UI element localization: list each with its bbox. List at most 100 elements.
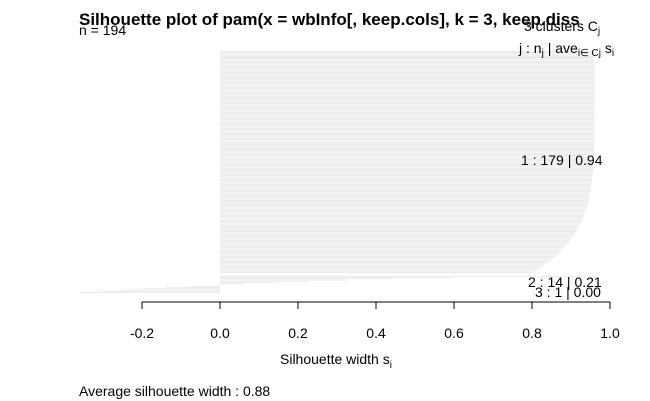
silhouette-bar-cluster-1 [220, 73, 595, 75]
silhouette-bar-cluster-1 [220, 181, 592, 183]
silhouette-bar-cluster-2 [220, 279, 348, 281]
silhouette-bar-cluster-1 [220, 99, 595, 101]
silhouette-bar-cluster-1 [220, 170, 593, 172]
silhouette-bar-cluster-1 [220, 246, 566, 247]
silhouette-bar-cluster-1 [220, 222, 581, 224]
silhouette-bar-cluster-1 [220, 126, 595, 128]
silhouette-bar-cluster-1 [220, 243, 568, 245]
silhouette-bar-cluster-1 [220, 101, 595, 103]
silhouette-bar-cluster-1 [220, 167, 594, 169]
silhouette-bars [79, 51, 595, 293]
silhouette-bar-cluster-1 [220, 85, 595, 87]
silhouette-bar-cluster-1 [220, 89, 595, 91]
silhouette-bar-cluster-1 [220, 180, 592, 181]
silhouette-bar-cluster-1 [220, 231, 577, 232]
silhouette-bar-cluster-1 [220, 59, 595, 61]
silhouette-bar-cluster-1 [220, 128, 595, 129]
silhouette-bar-cluster-1 [220, 234, 574, 236]
silhouette-bar-cluster-1 [220, 177, 593, 179]
silhouette-bar-cluster-2 [220, 275, 595, 277]
silhouette-bar-cluster-1 [220, 129, 595, 131]
silhouette-bar-cluster-1 [220, 186, 592, 188]
silhouette-bar-cluster-1 [220, 75, 595, 77]
silhouette-bar-cluster-1 [220, 264, 544, 266]
x-tick-label: 0.4 [366, 325, 386, 341]
silhouette-bar-cluster-1 [220, 115, 595, 117]
silhouette-bar-cluster-1 [220, 257, 554, 259]
silhouette-bar-cluster-1 [220, 242, 569, 244]
silhouette-bar-cluster-2 [220, 283, 245, 285]
silhouette-bar-cluster-1 [220, 229, 577, 231]
silhouette-bar-cluster-1 [220, 113, 595, 114]
silhouette-bar-cluster-1 [220, 152, 594, 154]
silhouette-bar-cluster-1 [220, 145, 595, 147]
silhouette-bar-cluster-1 [220, 256, 555, 257]
silhouette-bar-cluster-2 [216, 284, 220, 286]
silhouette-bar-cluster-1 [220, 123, 595, 124]
silhouette-bar-cluster-1 [220, 196, 590, 198]
silhouette-bar-cluster-1 [220, 219, 582, 221]
silhouette-bar-cluster-1 [220, 58, 595, 60]
silhouette-bar-cluster-1 [220, 74, 595, 76]
silhouette-bar-cluster-1 [220, 142, 595, 144]
silhouette-bar-cluster-1 [220, 248, 563, 250]
silhouette-bar-cluster-1 [220, 223, 581, 225]
silhouette-bar-cluster-1 [220, 119, 595, 121]
silhouette-bar-cluster-1 [220, 60, 595, 62]
silhouette-bar-cluster-1 [220, 270, 535, 272]
silhouette-bar-cluster-1 [220, 95, 595, 97]
clusters-count-label: 3 clusters Cj [524, 18, 600, 37]
silhouette-bar-cluster-1 [220, 96, 595, 98]
silhouette-bar-cluster-1 [220, 83, 595, 85]
silhouette-bar-cluster-1 [220, 218, 583, 220]
silhouette-bar-cluster-1 [220, 155, 594, 157]
silhouette-bar-cluster-1 [220, 131, 595, 133]
silhouette-bar-cluster-1 [220, 265, 542, 267]
silhouette-bar-cluster-1 [220, 269, 537, 271]
silhouette-bar-cluster-1 [220, 241, 570, 242]
silhouette-bar-cluster-1 [220, 207, 587, 209]
silhouette-bar-cluster-1 [220, 205, 588, 206]
column-header: j : nj | avei∈ Cj si [518, 40, 614, 59]
silhouette-bar-cluster-2 [79, 292, 220, 293]
silhouette-bar-cluster-2 [99, 290, 220, 292]
silhouette-bar-cluster-1 [220, 226, 579, 227]
silhouette-bar-cluster-1 [220, 176, 593, 178]
silhouette-bar-cluster-1 [220, 63, 595, 65]
silhouette-bar-cluster-1 [220, 238, 572, 240]
silhouette-bar-cluster-1 [220, 78, 595, 80]
silhouette-bar-cluster-1 [220, 64, 595, 66]
silhouette-bar-cluster-1 [220, 157, 594, 159]
silhouette-bar-cluster-1 [220, 178, 593, 180]
silhouette-bar-cluster-1 [220, 200, 589, 201]
silhouette-bar-cluster-1 [220, 268, 539, 270]
silhouette-bar-cluster-1 [220, 140, 595, 142]
silhouette-bar-cluster-1 [220, 197, 590, 199]
silhouette-bar-cluster-1 [220, 116, 595, 118]
silhouette-bar-cluster-1 [220, 187, 591, 189]
silhouette-bar-cluster-1 [220, 260, 549, 262]
silhouette-bar-cluster-1 [220, 185, 592, 186]
silhouette-bar-cluster-1 [220, 108, 595, 109]
silhouette-bar-cluster-1 [220, 92, 595, 93]
silhouette-bar-cluster-1 [220, 159, 594, 160]
n-label: n = 194 [79, 22, 126, 38]
silhouette-bar-cluster-1 [220, 125, 595, 127]
silhouette-bar-cluster-2 [220, 277, 452, 278]
silhouette-bar-cluster-1 [220, 203, 588, 205]
x-tick-label: -0.2 [130, 325, 154, 341]
silhouette-bar-cluster-1 [220, 154, 594, 155]
silhouette-bar-cluster-1 [220, 80, 595, 82]
silhouette-bar-cluster-1 [220, 217, 584, 219]
x-tick-label: 1.0 [600, 325, 620, 341]
silhouette-bar-cluster-1 [220, 208, 587, 210]
silhouette-bar-cluster-1 [220, 171, 593, 173]
silhouette-bar-cluster-1 [220, 183, 592, 185]
silhouette-bar-cluster-1 [220, 166, 594, 168]
silhouette-bar-cluster-1 [220, 79, 595, 81]
silhouette-bar-cluster-1 [220, 130, 595, 132]
silhouette-bar-cluster-1 [220, 247, 564, 249]
silhouette-bar-cluster-1 [220, 164, 594, 165]
silhouette-bar-cluster-2 [220, 280, 309, 282]
